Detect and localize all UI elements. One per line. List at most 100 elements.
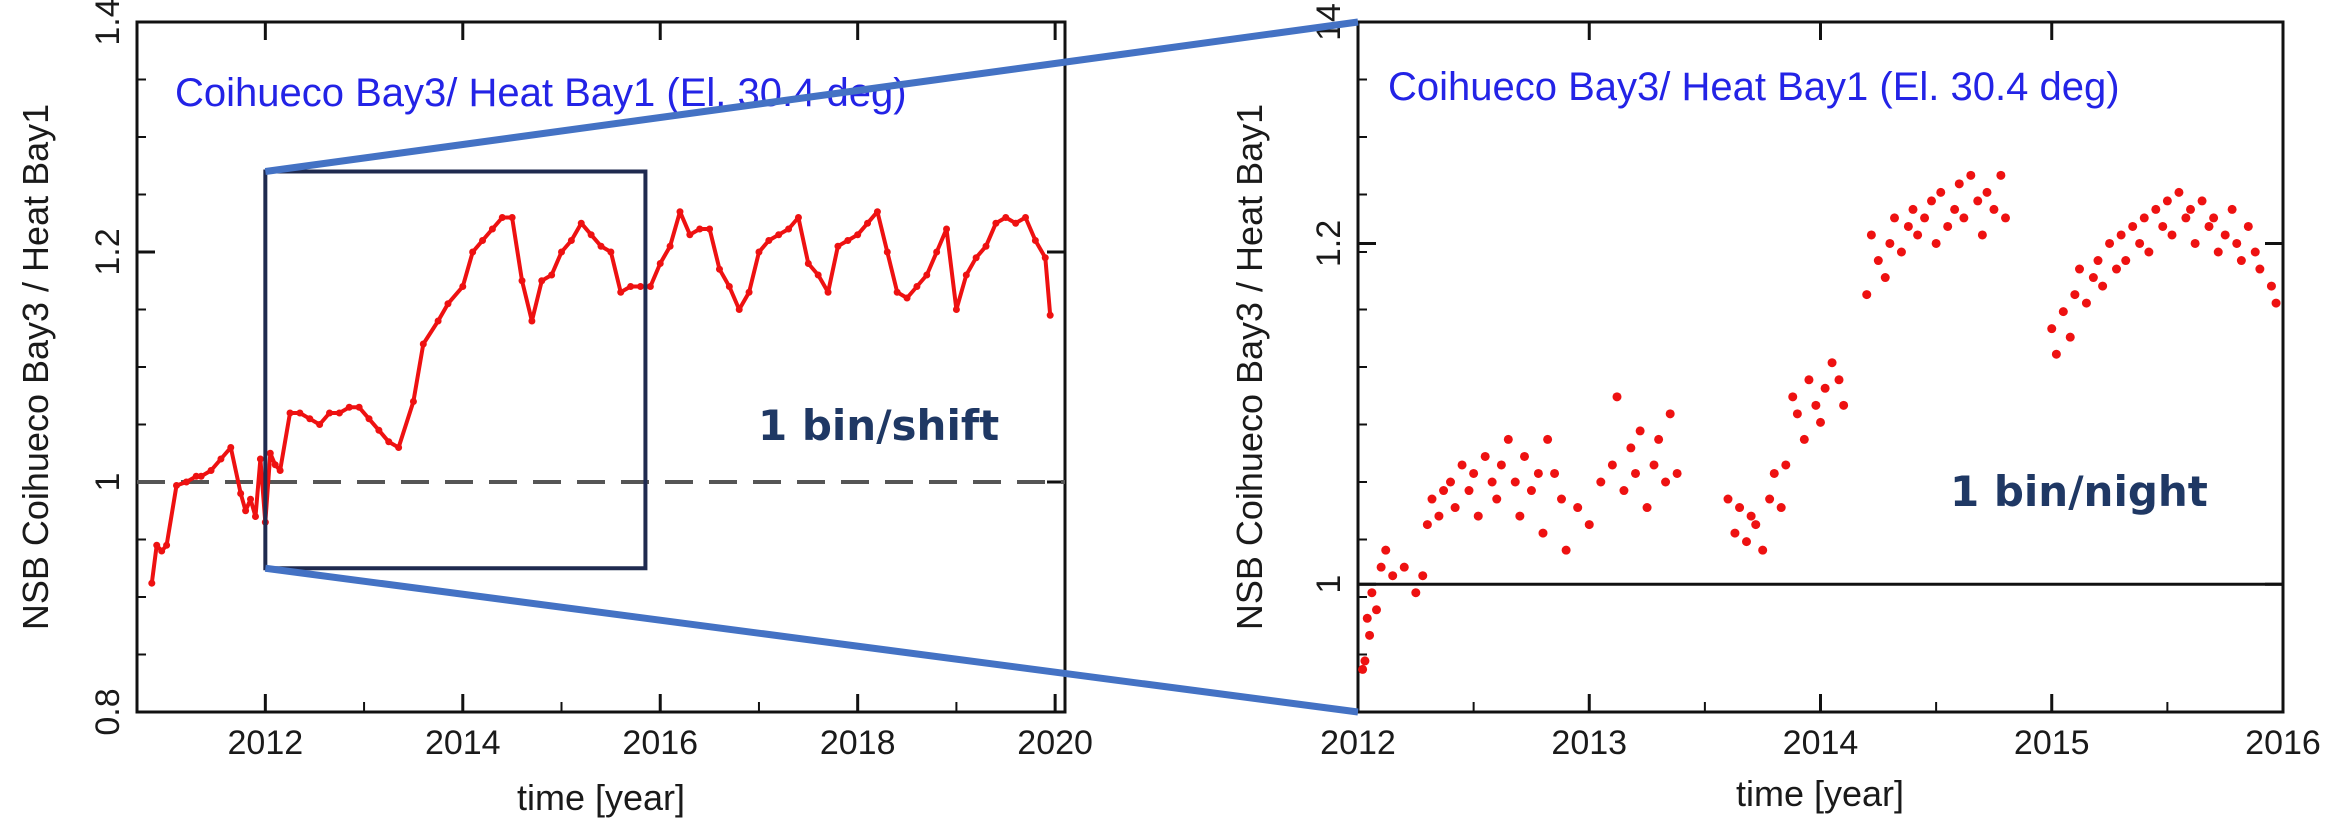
left-y-tick-label: 1.2 <box>89 228 127 275</box>
right-data-point <box>1457 460 1467 470</box>
right-data-point <box>2116 230 2126 240</box>
right-data-point <box>1781 460 1791 470</box>
left-data-point <box>172 481 180 489</box>
left-data-point <box>834 242 842 250</box>
left-data-point <box>1012 219 1020 227</box>
right-data-point <box>2070 290 2080 300</box>
left-data-point <box>656 260 664 267</box>
left-data-point <box>538 277 546 285</box>
left-data-point <box>508 214 516 221</box>
left-data-point <box>824 288 832 296</box>
right-data-point <box>2051 349 2061 359</box>
right-data-point <box>1439 486 1449 496</box>
left-data-point <box>306 415 314 423</box>
left-data-point <box>686 231 694 239</box>
right-x-tick-label: 2012 <box>1320 724 1396 762</box>
left-data-point <box>548 271 556 279</box>
right-data-point <box>1730 528 1740 538</box>
right-data-point <box>1769 468 1779 478</box>
left-data-point <box>153 541 161 549</box>
right-data-point <box>1360 656 1370 666</box>
left-data-point <box>913 283 921 290</box>
right-data-point <box>2213 247 2223 257</box>
left-y-tick-label: 1.4 <box>89 0 127 46</box>
right-data-point <box>1496 460 1506 470</box>
right-data-point <box>1538 528 1548 538</box>
right-data-point <box>1584 520 1594 530</box>
right-data-point <box>2139 213 2149 223</box>
right-data-point <box>1399 562 1409 572</box>
right-data-point <box>1473 511 1483 521</box>
left-data-point <box>256 455 264 463</box>
right-data-point <box>1612 392 1622 402</box>
right-data-point <box>1661 477 1671 487</box>
left-data-point <box>893 288 901 296</box>
right-data-point <box>1434 511 1444 521</box>
left-data-point <box>242 507 250 515</box>
right-data-point <box>2266 281 2276 291</box>
right-data-point <box>1367 588 1377 598</box>
left-data-point <box>577 219 585 227</box>
right-data-point <box>1908 204 1918 214</box>
left-data-point <box>355 403 363 411</box>
right-data-point <box>1665 409 1675 419</box>
right-data-point <box>2190 238 2200 248</box>
right-data-point <box>2271 298 2281 308</box>
left-data-point <box>419 340 427 348</box>
left-data-point <box>883 248 891 256</box>
left-data-point <box>1022 214 1030 221</box>
right-data-point <box>1418 571 1428 581</box>
right-data-point <box>1422 520 1432 530</box>
right-data-point <box>1515 511 1525 521</box>
right-data-point <box>1959 213 1969 223</box>
left-tick-labels: 2012 2014 2016 2018 2020 0.8 1 1.2 1.4 <box>89 0 1093 762</box>
left-data-point <box>316 421 324 428</box>
right-data-point <box>2227 204 2237 214</box>
right-y-tick-label: 1 <box>1310 575 1348 594</box>
right-data-point <box>1758 545 1768 555</box>
left-x-tick-label: 2020 <box>1017 724 1093 762</box>
right-data-point <box>1626 443 1636 453</box>
right-data-point <box>1723 494 1733 504</box>
right-data-point <box>2255 264 2265 274</box>
right-data-point <box>1464 486 1474 496</box>
right-data-point <box>1365 630 1375 640</box>
right-data-point <box>2250 247 2260 257</box>
right-data-point <box>1649 460 1659 470</box>
right-data-point <box>2135 238 2145 248</box>
right-data-point <box>2128 221 2138 231</box>
right-data-point <box>1896 247 1906 257</box>
left-data-point <box>217 455 225 463</box>
left-data-point <box>854 231 862 239</box>
right-data-point <box>1372 605 1381 615</box>
left-data-point <box>745 288 753 296</box>
right-data-point <box>1520 451 1529 461</box>
right-data-point <box>1619 486 1629 496</box>
right-data-point <box>2243 221 2253 231</box>
left-data-point <box>785 225 793 233</box>
left-data-point <box>158 547 166 555</box>
right-data-point <box>1804 375 1814 385</box>
right-data-point <box>1776 503 1786 513</box>
left-data-point <box>227 444 235 451</box>
right-data-point <box>2181 213 2191 223</box>
right-data-point <box>2065 332 2075 342</box>
right-data-point <box>1450 503 1460 513</box>
left-data-point <box>409 398 417 405</box>
right-data-point <box>1996 170 2006 180</box>
right-data-point <box>2093 256 2103 266</box>
right-data-point <box>1596 477 1606 487</box>
left-data-point <box>271 461 279 469</box>
left-x-axis-title: time [year] <box>517 777 685 818</box>
left-data-point <box>237 490 245 497</box>
left-data-point <box>775 231 783 239</box>
right-data-point <box>2112 264 2121 274</box>
right-data-point <box>1936 187 1946 197</box>
left-data-point <box>587 231 595 239</box>
right-x-tick-label: 2013 <box>1551 724 1627 762</box>
right-data-point <box>1503 434 1513 444</box>
left-data-point <box>627 283 635 290</box>
right-data-point <box>1742 537 1751 547</box>
